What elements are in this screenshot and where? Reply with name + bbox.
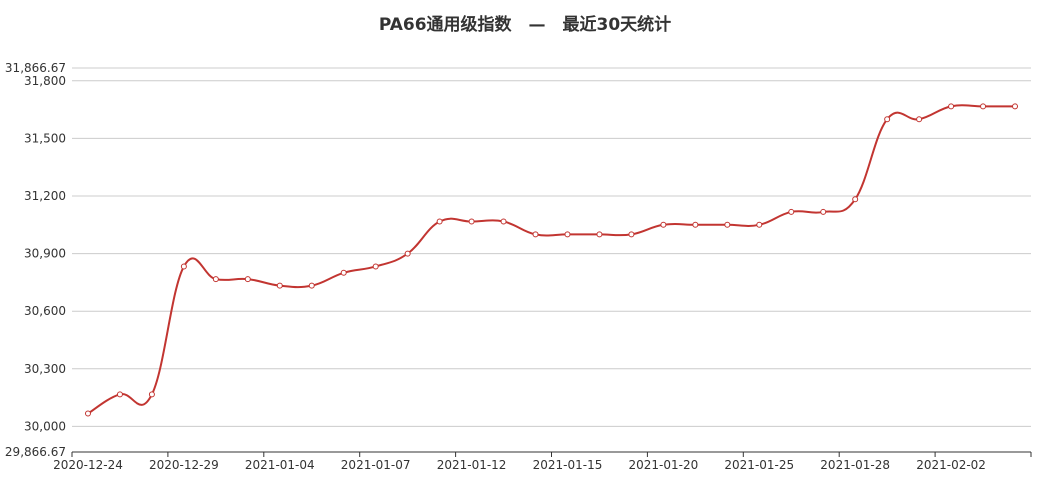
data-point: [148, 391, 155, 398]
data-point: [596, 231, 603, 238]
data-point: [724, 221, 731, 228]
y-tick-label: 29,866.67: [5, 445, 66, 459]
data-point: [948, 103, 955, 110]
data-point: [500, 218, 507, 225]
y-tick-label: 31,866.67: [5, 61, 66, 75]
x-tick-label: 2021-01-25: [724, 458, 794, 472]
x-tick-label: 2021-01-12: [437, 458, 507, 472]
data-point: [628, 231, 635, 238]
data-point: [756, 221, 763, 228]
data-point: [852, 196, 859, 203]
y-axis-ticks: 29,866.67 30,000 30,300 30,600 30,900 31,200 3…: [5, 61, 66, 459]
x-tick-label: 2021-01-28: [820, 458, 890, 472]
data-point: [660, 221, 667, 228]
grid-lines: [72, 67, 1031, 427]
chart-title: PA66通用级指数 — 最近30天统计: [378, 15, 672, 35]
y-tick-label: 30,000: [24, 419, 66, 433]
data-point: [436, 218, 443, 225]
data-point: [788, 208, 795, 215]
data-point: [980, 103, 987, 110]
y-tick-label: 30,600: [24, 304, 66, 318]
data-point: [340, 269, 347, 276]
x-tick-label: 2021-01-04: [245, 458, 315, 472]
x-tick-label: 2021-01-15: [533, 458, 603, 472]
data-point: [884, 116, 891, 123]
data-point: [564, 231, 571, 238]
data-point: [212, 276, 219, 283]
data-point: [244, 276, 251, 283]
data-point: [692, 221, 699, 228]
y-tick-label: 31,500: [24, 131, 66, 145]
y-tick-label: 30,900: [24, 247, 66, 261]
x-tick-label: 2020-12-24: [53, 458, 123, 472]
x-tick-label: 2020-12-29: [149, 458, 219, 472]
x-tick-label: 2021-02-02: [916, 458, 986, 472]
data-point: [116, 391, 123, 398]
x-axis: 2020-12-24 2020-12-29 2021-01-04 2021-01-07…: [53, 451, 1032, 472]
series-line-group: [87, 104, 1016, 415]
data-point: [532, 231, 539, 238]
data-point: [404, 250, 411, 257]
data-points: [84, 103, 1019, 417]
x-tick-label: 2021-01-07: [341, 458, 411, 472]
data-point: [308, 282, 315, 289]
y-tick-label: 30,300: [24, 362, 66, 376]
data-point: [1012, 103, 1019, 110]
series-line: [87, 104, 1016, 415]
data-point: [468, 218, 475, 225]
data-point: [180, 263, 187, 270]
x-tick-label: 2021-01-20: [629, 458, 699, 472]
data-point: [372, 263, 379, 270]
data-point: [276, 282, 283, 289]
data-point: [820, 208, 827, 215]
data-point: [916, 116, 923, 123]
y-tick-label: 31,800: [24, 74, 66, 88]
y-tick-label: 31,200: [24, 189, 66, 203]
data-point: [84, 410, 91, 417]
